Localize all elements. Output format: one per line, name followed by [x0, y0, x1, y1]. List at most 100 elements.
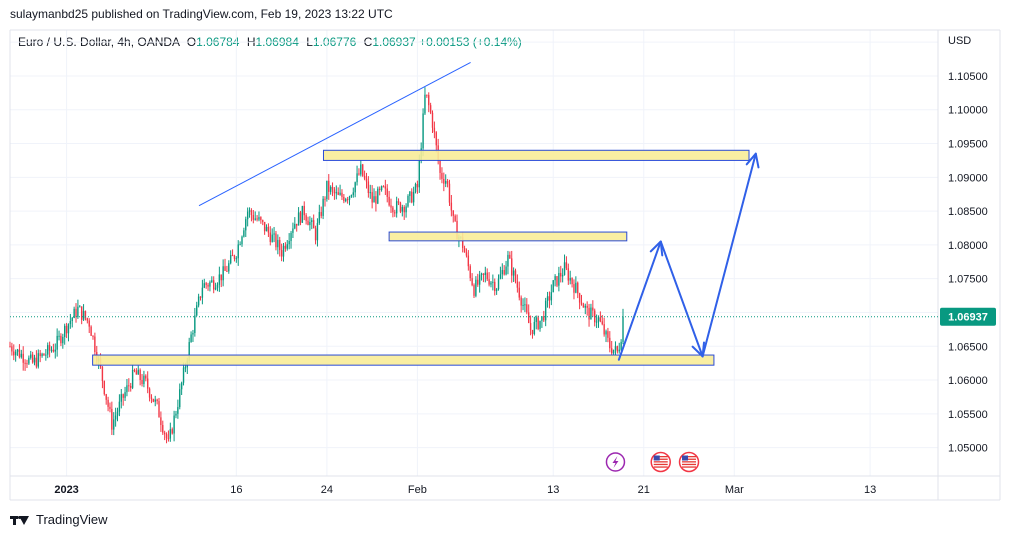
candle-down — [220, 274, 222, 288]
candle-body — [409, 191, 411, 196]
candle-body — [177, 407, 179, 414]
candle-body — [463, 248, 466, 253]
candle-body — [18, 349, 21, 358]
candle-body — [188, 342, 190, 361]
candle-up — [354, 181, 356, 198]
candle-down — [105, 393, 107, 405]
candle-body — [501, 270, 503, 275]
candle-body — [226, 270, 228, 272]
candle-body — [586, 305, 588, 308]
candle-body — [475, 279, 477, 296]
candle-body — [509, 254, 511, 259]
candle-up — [273, 226, 275, 243]
candle-down — [465, 248, 468, 258]
candle-down — [435, 131, 437, 153]
candle-body — [405, 206, 407, 213]
candle-down — [267, 223, 270, 238]
projection-segment — [659, 240, 704, 358]
candle-body — [16, 349, 19, 352]
candle-body — [67, 324, 70, 334]
currency-label: USD — [948, 35, 971, 47]
candle-down — [411, 188, 413, 204]
candle-down — [207, 282, 209, 291]
candle-body — [435, 132, 437, 146]
candle-body — [465, 252, 468, 256]
candle-up — [492, 274, 494, 291]
candle-down — [488, 272, 490, 287]
candle-up — [539, 320, 541, 332]
candle-body — [152, 398, 155, 402]
candle-up — [541, 316, 543, 328]
candle-down — [263, 221, 266, 235]
candle-body — [399, 202, 402, 212]
candle-down — [333, 187, 336, 200]
candle-down — [324, 196, 326, 207]
candle-down — [565, 256, 568, 271]
candle-body — [550, 292, 553, 301]
candle-up — [28, 355, 30, 365]
candle-up — [120, 389, 122, 409]
candle-body — [390, 205, 392, 208]
candle-body — [239, 244, 241, 246]
publish-info: sulaymanbd25 published on TradingView.co… — [10, 7, 393, 21]
candle-body — [133, 369, 136, 371]
candle-body — [480, 273, 483, 275]
candle-body — [258, 217, 260, 220]
candle-body — [62, 336, 64, 344]
candle-body — [367, 181, 370, 193]
candle-up — [561, 268, 564, 283]
candle-up — [618, 342, 620, 354]
candle-body — [103, 381, 106, 395]
candle-body — [282, 245, 285, 257]
candle-body — [428, 95, 430, 106]
candle-body — [345, 199, 347, 202]
candle-down — [269, 226, 271, 246]
candle-up — [201, 279, 204, 305]
candle-down — [578, 292, 581, 310]
candle-body — [531, 329, 534, 334]
candle-down — [375, 191, 377, 212]
candle-body — [52, 349, 55, 352]
candle-body — [75, 308, 77, 318]
candle-body — [279, 239, 281, 251]
candles-group — [9, 87, 624, 444]
candle-down — [601, 315, 603, 326]
candle-body — [94, 336, 96, 353]
candle-body — [452, 210, 454, 216]
candle-body — [90, 326, 92, 336]
candle-down — [171, 427, 173, 435]
candle-body — [620, 341, 622, 350]
candle-up — [590, 303, 592, 320]
candle-up — [373, 188, 375, 203]
candle-body — [612, 349, 615, 354]
candle-body — [378, 188, 381, 190]
candle-body — [237, 244, 239, 259]
candle-body — [171, 429, 173, 434]
candle-body — [271, 234, 273, 242]
y-tick-label: 1.08000 — [948, 240, 988, 252]
candle-body — [518, 287, 520, 298]
candle-body — [128, 385, 130, 387]
candle-up — [345, 197, 347, 203]
candle-down — [165, 432, 168, 444]
candle-up — [499, 266, 502, 280]
candle-body — [182, 367, 185, 383]
candle-up — [37, 349, 39, 369]
candle-body — [622, 316, 624, 342]
candle-body — [595, 321, 598, 323]
candle-up — [620, 339, 622, 351]
y-tick-label: 1.06500 — [948, 341, 988, 353]
candle-body — [377, 188, 379, 204]
x-tick-label: 16 — [230, 484, 242, 496]
candle-body — [222, 266, 224, 281]
candle-down — [452, 210, 454, 223]
candle-body — [495, 289, 498, 292]
candle-down — [75, 303, 77, 323]
candle-down — [548, 291, 551, 309]
candle-body — [39, 353, 41, 356]
candle-body — [329, 186, 332, 192]
candle-body — [197, 296, 200, 306]
candle-body — [292, 228, 294, 233]
candle-body — [552, 280, 554, 293]
